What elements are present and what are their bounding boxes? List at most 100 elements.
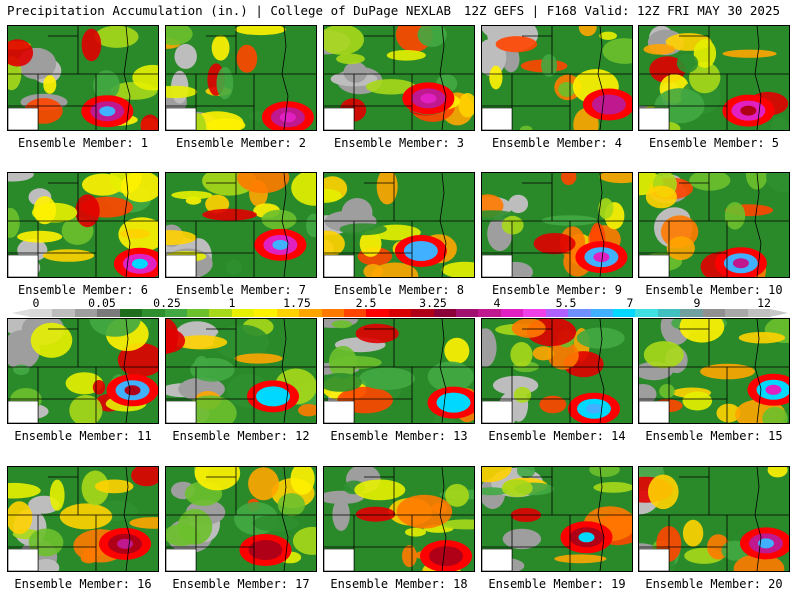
ensemble-member-label: Ensemble Member: 16 xyxy=(14,577,152,591)
precip-map xyxy=(166,173,316,277)
colorbar-segment xyxy=(52,309,76,317)
map-panel xyxy=(481,466,633,572)
map-panel xyxy=(7,466,159,572)
colorbar-segment xyxy=(119,309,143,317)
state-boundaries xyxy=(639,319,789,423)
ensemble-member-label: Ensemble Member: 10 xyxy=(645,283,783,297)
colorbar-segment xyxy=(478,309,502,317)
map-panel xyxy=(481,25,633,131)
precip-map xyxy=(324,173,474,277)
chart-title: Precipitation Accumulation (in.) | Colle… xyxy=(7,3,452,18)
precip-map xyxy=(482,467,632,571)
colorbar-tick-label: 1 xyxy=(228,296,236,310)
ensemble-member-label: Ensemble Member: 19 xyxy=(488,577,626,591)
ensemble-member-label: Ensemble Member: 18 xyxy=(330,577,468,591)
colorbar-tick-label: 3.25 xyxy=(419,296,447,310)
colorbar-tick-label: 7 xyxy=(626,296,634,310)
precip-map xyxy=(482,26,632,130)
colorbar-segment xyxy=(613,309,636,317)
ensemble-member-label: Ensemble Member: 7 xyxy=(175,283,307,297)
model-run-valid-time: 12Z GEFS | F168 Valid: 12Z FRI MAY 30 20… xyxy=(463,3,780,18)
colorbar-segment xyxy=(97,309,121,317)
ensemble-member-label: Ensemble Member: 5 xyxy=(648,136,780,150)
map-panel xyxy=(7,318,159,424)
state-boundaries xyxy=(482,467,632,571)
colorbar-segment xyxy=(433,309,457,317)
ensemble-member-label: Ensemble Member: 15 xyxy=(645,429,783,443)
precip-map xyxy=(166,319,316,423)
colorbar-tick-label: 9 xyxy=(693,296,701,310)
colorbar-segment xyxy=(299,309,322,317)
state-boundaries xyxy=(8,173,158,277)
map-panel xyxy=(323,172,475,278)
colorbar-segment xyxy=(747,309,771,317)
map-panel xyxy=(165,466,317,572)
colorbar-tick-label: 1.75 xyxy=(283,296,311,310)
ensemble-member-label: Ensemble Member: 1 xyxy=(17,136,149,150)
map-panel xyxy=(481,318,633,424)
colorbar-tick-label: 5.5 xyxy=(555,296,577,310)
colorbar-tick-label: 0 xyxy=(32,296,40,310)
colorbar-segment xyxy=(164,309,188,317)
colorbar-tick-label: 0.25 xyxy=(153,296,181,310)
map-panel xyxy=(323,318,475,424)
ensemble-member-label: Ensemble Member: 13 xyxy=(330,429,468,443)
map-panel xyxy=(638,172,790,278)
precip-map xyxy=(324,467,474,571)
colorbar-segment xyxy=(545,309,569,317)
ensemble-member-label: Ensemble Member: 8 xyxy=(333,283,465,297)
ensemble-member-label: Ensemble Member: 20 xyxy=(645,577,783,591)
colorbar-segment xyxy=(702,309,726,317)
colorbar-segment xyxy=(590,309,614,317)
colorbar-segment xyxy=(254,309,278,317)
map-panel xyxy=(323,466,475,572)
map-panel xyxy=(481,172,633,278)
state-boundaries xyxy=(8,26,158,130)
precip-map xyxy=(8,173,158,277)
colorbar-segment xyxy=(680,309,704,317)
state-boundaries xyxy=(166,26,316,130)
ensemble-member-label: Ensemble Member: 9 xyxy=(491,283,623,297)
colorbar-tick-label: 4 xyxy=(493,296,501,310)
colorbar-segment xyxy=(142,309,166,317)
precip-map xyxy=(8,467,158,571)
colorbar-tick-label: 2.5 xyxy=(355,296,377,310)
precip-map xyxy=(639,26,789,130)
state-boundaries xyxy=(8,319,158,423)
colorbar-segment xyxy=(366,309,390,317)
precip-map xyxy=(166,467,316,571)
ensemble-member-label: Ensemble Member: 11 xyxy=(14,429,152,443)
precip-map xyxy=(8,26,158,130)
colorbar-segment xyxy=(231,309,255,317)
colorbar xyxy=(30,309,771,317)
colorbar-segment xyxy=(186,309,210,317)
state-boundaries xyxy=(482,173,632,277)
state-boundaries xyxy=(166,467,316,571)
colorbar-segment xyxy=(411,309,435,317)
colorbar-segment xyxy=(456,309,479,317)
map-panel xyxy=(165,318,317,424)
colorbar-tick-label: 12 xyxy=(757,296,771,310)
colorbar-segment xyxy=(568,309,592,317)
map-panel xyxy=(165,172,317,278)
state-boundaries xyxy=(639,467,789,571)
colorbar-high-arrow xyxy=(770,309,788,317)
precip-map xyxy=(482,173,632,277)
precip-map xyxy=(8,319,158,423)
colorbar-segment xyxy=(657,309,681,317)
precip-map xyxy=(639,173,789,277)
map-panel xyxy=(165,25,317,131)
colorbar-tick-label: 0.05 xyxy=(88,296,116,310)
precip-map xyxy=(324,26,474,130)
state-boundaries xyxy=(482,26,632,130)
colorbar-segment xyxy=(343,309,367,317)
map-panel xyxy=(638,25,790,131)
colorbar-segment xyxy=(500,309,524,317)
colorbar-segment xyxy=(209,309,233,317)
precip-map xyxy=(639,467,789,571)
ensemble-member-label: Ensemble Member: 4 xyxy=(491,136,623,150)
state-boundaries xyxy=(639,26,789,130)
precip-map xyxy=(166,26,316,130)
ensemble-member-label: Ensemble Member: 12 xyxy=(172,429,310,443)
colorbar-segment xyxy=(74,309,98,317)
